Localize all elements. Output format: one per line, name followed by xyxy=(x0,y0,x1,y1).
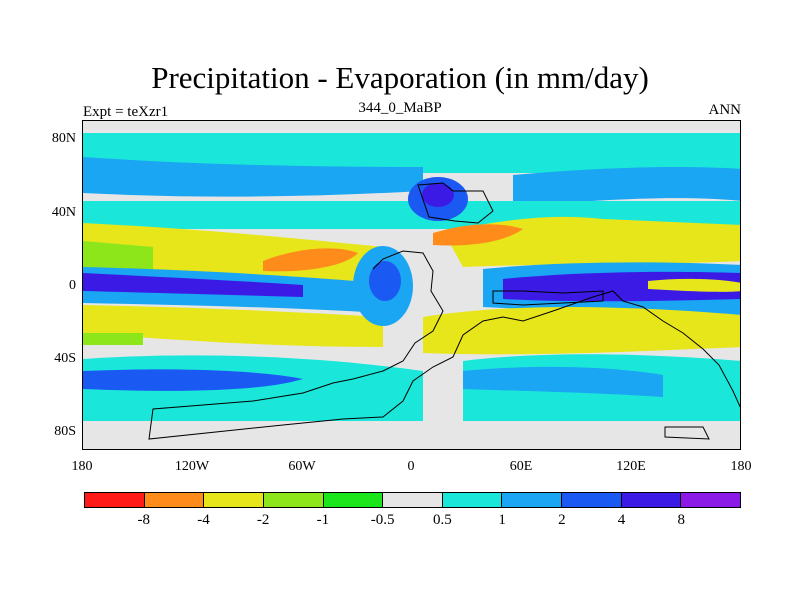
colorbar-label: -8 xyxy=(137,512,150,528)
lon-label: 180 xyxy=(71,459,93,474)
south-dry-zone-east xyxy=(423,306,740,355)
southern-storm-east xyxy=(463,366,663,397)
precip-evap-map xyxy=(83,121,740,449)
colorbar-label: 1 xyxy=(498,512,506,528)
colorbar-label: 0.5 xyxy=(432,512,452,528)
southern-storm-west xyxy=(83,369,303,391)
colorbar-label: 4 xyxy=(617,512,626,528)
colorbar-label: -4 xyxy=(197,512,210,528)
north-continent-wet-core xyxy=(422,183,454,207)
antarctic-gray xyxy=(83,421,740,449)
lon-label: 180 xyxy=(730,459,752,474)
equatorial-landmass-outline xyxy=(492,290,604,306)
colorbar-swatch xyxy=(621,493,682,507)
lon-label: 120E xyxy=(616,459,646,474)
colorbar-swatch xyxy=(85,493,145,507)
colorbar-label: 2 xyxy=(558,512,566,528)
northern-landmass-outline xyxy=(417,182,494,224)
colorbar-swatch xyxy=(204,493,264,507)
southern-island-outline xyxy=(664,426,710,440)
colorbar-swatch xyxy=(323,493,384,507)
dry-core-east xyxy=(433,224,523,246)
coastline-outline xyxy=(148,250,740,440)
lon-label: 60E xyxy=(509,459,533,474)
south-green-strip xyxy=(83,333,143,345)
green-strip-west xyxy=(83,241,153,271)
dry-core-west xyxy=(263,248,358,272)
age-label: 344_0_MaBP xyxy=(358,100,442,116)
lat-label: 80N xyxy=(51,131,76,146)
north-storm-track-east xyxy=(513,167,740,207)
colorbar-label: -2 xyxy=(256,512,270,528)
colorbar-swatch xyxy=(263,493,324,507)
colorbar-label: -1 xyxy=(316,512,330,528)
north-storm-track-west xyxy=(83,157,423,197)
lat-label: 40S xyxy=(54,351,76,366)
colorbar-swatch xyxy=(562,493,622,507)
south-dry-zone-west xyxy=(83,305,383,347)
colorbar-label: -0.5 xyxy=(370,512,395,528)
itcz-dry-slot xyxy=(648,278,740,292)
map-panel xyxy=(82,120,741,450)
colorbar-swatch xyxy=(144,493,205,507)
colorbar xyxy=(84,492,741,508)
experiment-label: Expt = teXzr1 xyxy=(83,104,169,120)
lat-label: 80S xyxy=(54,424,76,439)
colorbar-swatch xyxy=(442,493,503,507)
colorbar-label: 8 xyxy=(677,512,686,528)
continent-wet-core xyxy=(369,261,401,301)
lon-label: 0 xyxy=(407,459,415,474)
plot-title: Precipitation - Evaporation (in mm/day) xyxy=(151,60,649,95)
lat-label: 40N xyxy=(51,205,76,220)
lat-label: 0 xyxy=(69,278,76,293)
colorbar-swatch xyxy=(681,493,741,507)
lon-label: 120W xyxy=(174,459,210,474)
itcz-core-west xyxy=(83,273,303,297)
colorbar-swatch xyxy=(383,493,443,507)
season-label: ANN xyxy=(708,102,742,118)
colorbar-swatch xyxy=(502,493,563,507)
lon-label: 60W xyxy=(288,459,316,474)
